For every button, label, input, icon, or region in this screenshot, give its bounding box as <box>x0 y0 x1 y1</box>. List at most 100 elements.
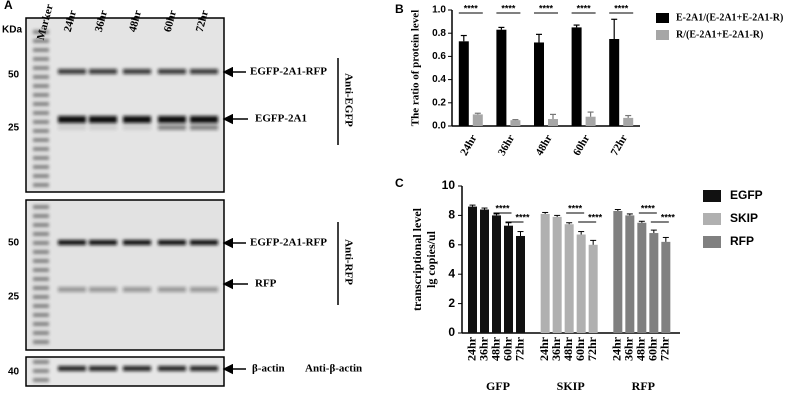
bar <box>649 233 659 333</box>
bar <box>516 235 525 333</box>
legend-swatch <box>703 213 721 225</box>
mw-label: 25 <box>8 292 20 303</box>
mw-label: 50 <box>8 238 20 249</box>
marker-band <box>33 174 49 178</box>
band <box>158 69 186 74</box>
band-label: RFP <box>255 278 277 290</box>
band <box>158 240 186 245</box>
bar <box>504 225 513 333</box>
band <box>58 287 86 292</box>
antibody-label: Anti-EGFP <box>342 73 354 127</box>
x-tick-label: 48hr <box>488 336 502 361</box>
marker-band <box>33 147 49 151</box>
kda-label: KDa <box>2 25 22 36</box>
marker-band <box>33 48 49 52</box>
legend-label: E-2A1/(E-2A1+E-2A1-R) <box>676 12 783 23</box>
x-tick-label: 60hr <box>571 133 592 158</box>
band-label: β-actin <box>252 363 285 375</box>
band <box>89 125 117 130</box>
panel-label: A <box>4 0 13 12</box>
marker-band <box>33 313 49 317</box>
blot-membrane <box>25 199 225 351</box>
y-tick-label: 0.4 <box>432 74 446 85</box>
bar <box>496 29 507 126</box>
band <box>190 125 218 130</box>
band-label: EGFP-2A1 <box>255 113 307 125</box>
marker-band <box>33 156 49 160</box>
bar <box>571 27 582 126</box>
bar <box>576 234 586 333</box>
marker-band <box>33 111 49 115</box>
y-axis-label: lg copies/ul <box>424 230 438 288</box>
y-tick-label: 0.6 <box>432 51 446 62</box>
bar <box>609 39 620 126</box>
bar <box>548 119 558 126</box>
x-tick-label: 24hr <box>610 336 624 361</box>
bar <box>613 210 623 333</box>
marker-band <box>33 75 49 79</box>
band <box>123 287 151 292</box>
legend-label: SKIP <box>730 211 758 225</box>
significance-label: **** <box>614 3 629 13</box>
marker-band <box>33 30 49 34</box>
x-tick-label: 36hr <box>496 133 517 158</box>
marker-band <box>33 102 49 106</box>
marker-band <box>33 304 49 308</box>
bar <box>458 41 469 126</box>
band <box>190 69 218 74</box>
x-tick-label: 72hr <box>585 336 599 361</box>
x-tick-label: 72hr <box>512 336 526 361</box>
band <box>123 240 151 245</box>
bar <box>468 206 477 333</box>
marker-band <box>33 378 49 382</box>
marker-band <box>33 84 49 88</box>
mw-label: 40 <box>8 367 20 378</box>
band <box>158 287 186 292</box>
lane-label: 24hr <box>62 9 79 33</box>
lane-label: 60hr <box>162 9 179 33</box>
band <box>190 240 218 245</box>
legend-swatch <box>703 236 721 248</box>
significance-label: **** <box>464 3 479 13</box>
bar <box>564 224 574 333</box>
marker-band <box>33 138 49 142</box>
antibody-label: Anti-β-actin <box>305 363 362 375</box>
panel-label: C <box>395 176 404 190</box>
marker-band <box>33 93 49 97</box>
legend-label: R/(E-2A1+E-2A1-R) <box>676 29 763 40</box>
y-axis-label: transcriptional level <box>410 207 424 311</box>
marker-band <box>33 66 49 70</box>
marker-band <box>33 39 49 43</box>
band <box>123 366 151 371</box>
y-tick-label: 0 <box>448 325 455 339</box>
band <box>190 366 218 371</box>
marker-band <box>33 241 49 245</box>
band <box>58 240 86 245</box>
x-tick-label: 72hr <box>609 133 630 158</box>
blot-panel: A KDa EGFP-2A1-RFP EGFP-2A1 EGFP-2A1-RFP… <box>2 0 362 387</box>
x-tick-label: 60hr <box>573 336 587 361</box>
bar <box>637 222 647 333</box>
significance-label: **** <box>577 3 592 13</box>
band <box>123 69 151 74</box>
bar <box>625 215 635 333</box>
bar <box>534 42 544 127</box>
significance-label: **** <box>568 203 583 213</box>
legend-swatch <box>703 190 721 202</box>
y-tick-label: 0.0 <box>432 121 446 132</box>
significance-label: **** <box>661 212 676 222</box>
significance-label: **** <box>588 212 603 222</box>
x-tick-label: 36hr <box>622 336 636 361</box>
group-label: RFP <box>632 379 655 393</box>
bar <box>661 241 671 333</box>
x-tick-label: 36hr <box>549 336 563 361</box>
lane-label: 72hr <box>194 9 211 33</box>
marker-band <box>33 57 49 61</box>
x-tick-label: 72hr <box>658 336 672 361</box>
marker-band <box>33 340 49 344</box>
band <box>158 116 186 123</box>
marker-band <box>33 259 49 263</box>
mw-label: 50 <box>8 70 20 81</box>
marker-band <box>33 232 49 236</box>
bar <box>540 213 550 333</box>
